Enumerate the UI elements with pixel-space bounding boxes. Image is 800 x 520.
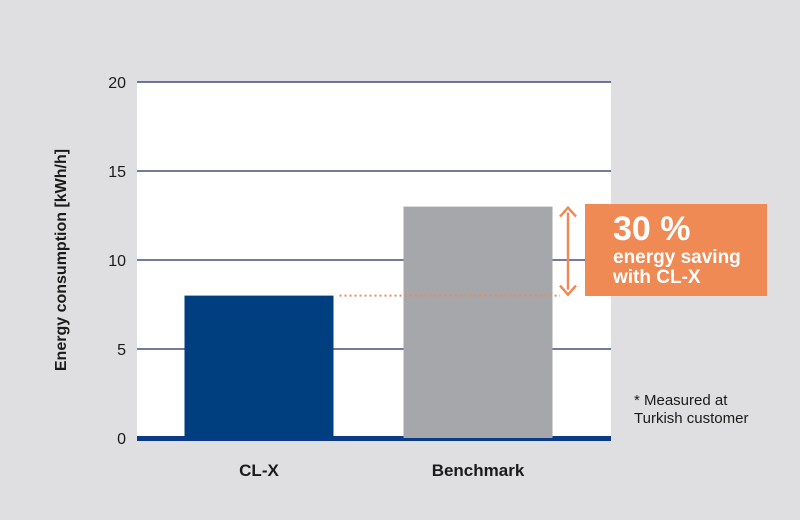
footnote-line1: * Measured at — [634, 392, 728, 409]
saving-arrow-down-head — [559, 284, 577, 297]
x-axis-categories: CL-X Benchmark — [239, 461, 525, 480]
saving-arrow-up-head — [559, 205, 577, 218]
y-tick-label: 20 — [108, 75, 126, 92]
y-tick-label: 0 — [117, 431, 126, 448]
y-axis-label: Energy consumption [kWh/h] — [53, 149, 70, 371]
saving-percent: 30 % — [613, 210, 691, 248]
y-axis-ticks: 0 5 10 15 20 — [108, 75, 126, 448]
saving-text-line1: energy saving — [613, 247, 741, 268]
x-category-label: CL-X — [239, 461, 279, 480]
bars — [184, 206, 553, 438]
x-axis-baseline — [137, 436, 611, 441]
saving-annotation-marks — [339, 205, 577, 297]
saving-text-line2: with CL-X — [613, 267, 701, 288]
bar-benchmark — [403, 206, 553, 438]
bar-cl-x — [184, 295, 334, 438]
saving-callout: 30 % energy saving with CL-X — [585, 204, 767, 296]
x-category-label: Benchmark — [432, 461, 525, 480]
footnote: * Measured at Turkish customer — [634, 392, 748, 428]
y-tick-label: 5 — [117, 342, 126, 359]
y-tick-label: 15 — [108, 164, 126, 181]
footnote-line2: Turkish customer — [634, 410, 749, 427]
y-tick-label: 10 — [108, 253, 126, 270]
